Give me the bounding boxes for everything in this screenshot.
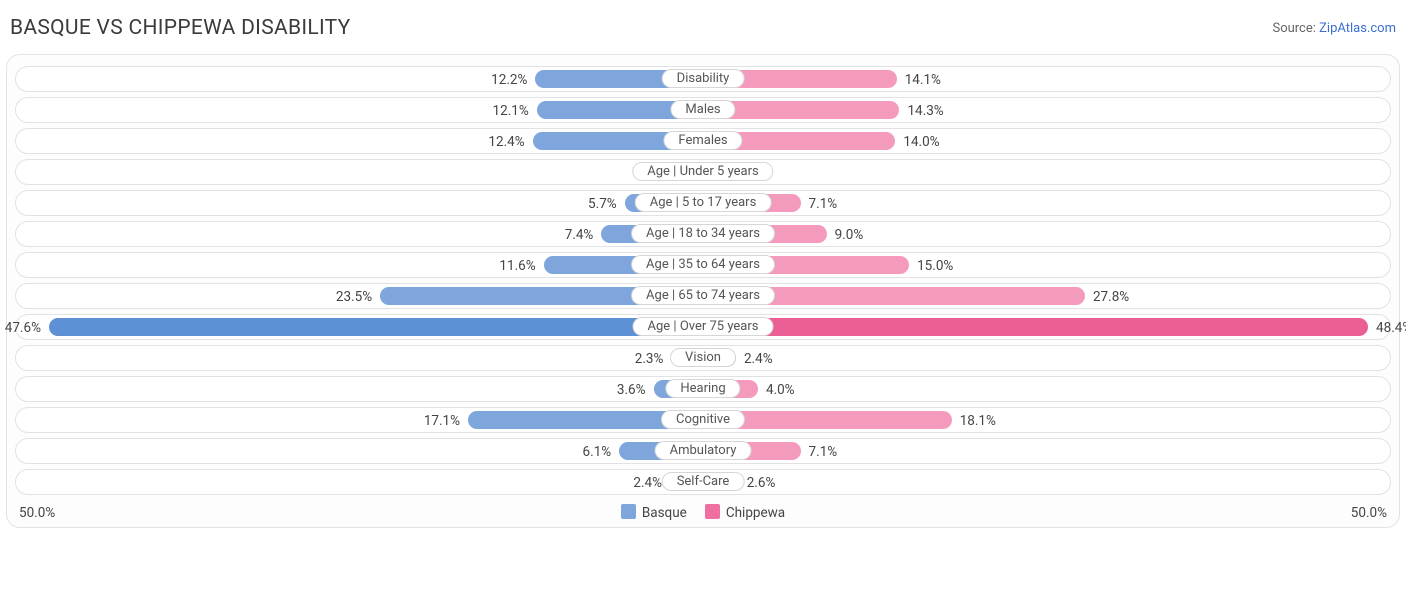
value-label-chippewa: 14.0% bbox=[903, 132, 939, 152]
chart-title: BASQUE VS CHIPPEWA DISABILITY bbox=[10, 16, 351, 40]
chart-row: 5.7% 7.1% Age | 5 to 17 years bbox=[15, 190, 1391, 216]
value-label-chippewa: 4.0% bbox=[766, 380, 795, 400]
axis-end-left: 50.0% bbox=[19, 505, 55, 521]
value-label-basque: 12.4% bbox=[488, 132, 524, 152]
value-label-chippewa: 18.1% bbox=[960, 411, 996, 431]
value-label-basque: 2.3% bbox=[635, 349, 664, 369]
legend-item-basque: Basque bbox=[621, 504, 687, 521]
value-label-chippewa: 14.1% bbox=[905, 70, 941, 90]
chart-row: 12.4% 14.0% Females bbox=[15, 128, 1391, 154]
legend-swatch-basque bbox=[621, 504, 636, 519]
bar-chippewa bbox=[703, 318, 1368, 336]
category-pill: Age | Over 75 years bbox=[633, 317, 774, 336]
category-pill: Males bbox=[670, 100, 735, 119]
bar-basque bbox=[49, 318, 703, 336]
value-label-basque: 23.5% bbox=[336, 287, 372, 307]
chart-row: 12.1% 14.3% Males bbox=[15, 97, 1391, 123]
chart-row: 17.1% 18.1% Cognitive bbox=[15, 407, 1391, 433]
legend-label-chippewa: Chippewa bbox=[726, 505, 785, 521]
category-pill: Cognitive bbox=[661, 410, 745, 429]
category-pill: Age | 35 to 64 years bbox=[631, 255, 775, 274]
chart-row: 6.1% 7.1% Ambulatory bbox=[15, 438, 1391, 464]
chart-row: 11.6% 15.0% Age | 35 to 64 years bbox=[15, 252, 1391, 278]
legend-label-basque: Basque bbox=[642, 505, 687, 521]
chart-rows: 12.2% 14.1% Disability 12.1% 14.3% Males 12.4%… bbox=[9, 66, 1397, 495]
value-label-basque: 7.4% bbox=[565, 225, 594, 245]
value-label-basque: 3.6% bbox=[617, 380, 646, 400]
chart-footer: 50.0% Basque Chippewa 50.0% bbox=[9, 500, 1397, 523]
category-pill: Age | 18 to 34 years bbox=[631, 224, 775, 243]
value-label-chippewa: 2.4% bbox=[744, 349, 773, 369]
category-pill: Ambulatory bbox=[655, 441, 752, 460]
category-pill: Vision bbox=[670, 348, 736, 367]
chart-source: Source: ZipAtlas.com bbox=[1272, 21, 1396, 36]
value-label-chippewa: 7.1% bbox=[809, 442, 838, 462]
value-label-chippewa: 14.3% bbox=[907, 101, 943, 121]
value-label-chippewa: 48.4% bbox=[1376, 318, 1406, 338]
chart-header: BASQUE VS CHIPPEWA DISABILITY Source: Zi… bbox=[6, 8, 1400, 54]
value-label-basque: 6.1% bbox=[583, 442, 612, 462]
legend-item-chippewa: Chippewa bbox=[705, 504, 785, 521]
chart-row: 1.3%1.9%Age | Under 5 years bbox=[15, 159, 1391, 185]
category-pill: Age | 5 to 17 years bbox=[635, 193, 772, 212]
source-prefix: Source: bbox=[1272, 21, 1319, 36]
category-pill: Self-Care bbox=[662, 472, 745, 491]
value-label-basque: 5.7% bbox=[588, 194, 617, 214]
value-label-chippewa: 2.6% bbox=[747, 473, 776, 493]
value-label-basque: 12.2% bbox=[491, 70, 527, 90]
chart-row: 23.5% 27.8% Age | 65 to 74 years bbox=[15, 283, 1391, 309]
value-label-basque: 11.6% bbox=[499, 256, 535, 276]
category-pill: Disability bbox=[662, 69, 745, 88]
chart-row: 7.4% 9.0% Age | 18 to 34 years bbox=[15, 221, 1391, 247]
source-link[interactable]: ZipAtlas.com bbox=[1319, 21, 1396, 36]
value-label-basque: 2.4% bbox=[633, 473, 662, 493]
legend-swatch-chippewa bbox=[705, 504, 720, 519]
value-label-chippewa: 9.0% bbox=[835, 225, 864, 245]
chart-row: 3.6% 4.0% Hearing bbox=[15, 376, 1391, 402]
category-pill: Hearing bbox=[665, 379, 740, 398]
value-label-basque: 12.1% bbox=[493, 101, 529, 121]
value-label-chippewa: 27.8% bbox=[1093, 287, 1129, 307]
value-label-basque: 17.1% bbox=[424, 411, 460, 431]
chart-row: 47.6%48.4%Age | Over 75 years bbox=[15, 314, 1391, 340]
value-label-basque: 47.6% bbox=[5, 318, 41, 338]
chart-row: 12.2% 14.1% Disability bbox=[15, 66, 1391, 92]
category-pill: Age | 65 to 74 years bbox=[631, 286, 775, 305]
chart-frame: 12.2% 14.1% Disability 12.1% 14.3% Males 12.4%… bbox=[6, 54, 1400, 528]
category-pill: Females bbox=[663, 131, 742, 150]
legend: Basque Chippewa bbox=[621, 504, 785, 521]
axis-end-right: 50.0% bbox=[1351, 505, 1387, 521]
value-label-chippewa: 7.1% bbox=[809, 194, 838, 214]
category-pill: Age | Under 5 years bbox=[632, 162, 773, 181]
chart-row: 2.3% 2.4% Vision bbox=[15, 345, 1391, 371]
chart-row: 2.4% 2.6%Self-Care bbox=[15, 469, 1391, 495]
value-label-chippewa: 15.0% bbox=[917, 256, 953, 276]
